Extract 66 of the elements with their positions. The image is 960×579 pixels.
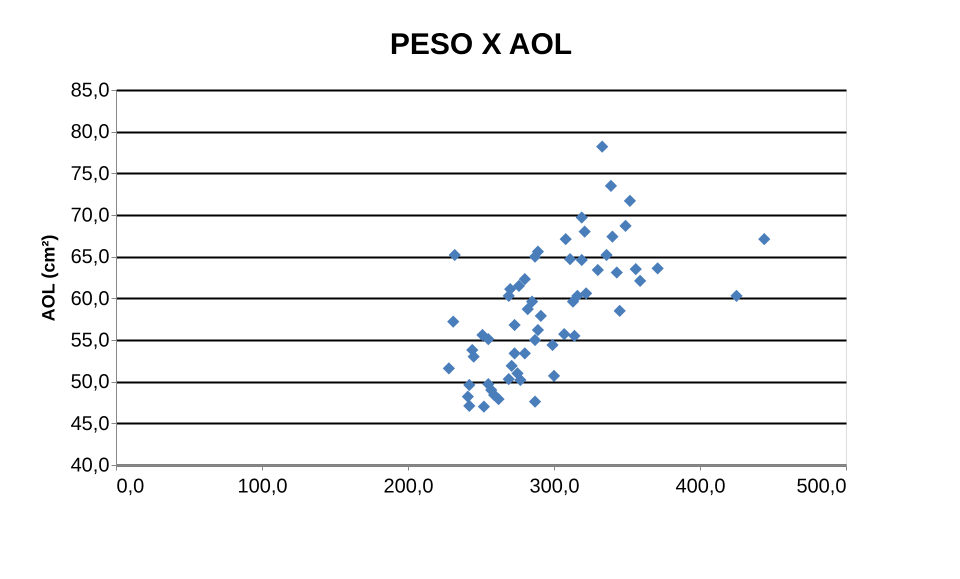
point — [758, 233, 770, 246]
point — [478, 400, 490, 413]
point — [606, 230, 619, 243]
point — [534, 310, 547, 322]
point — [564, 253, 576, 266]
point — [576, 211, 588, 224]
point — [610, 266, 623, 279]
point — [592, 264, 604, 276]
point — [576, 254, 588, 266]
x-tick-label: 500,0 — [796, 476, 846, 498]
point — [447, 316, 460, 328]
y-tick-label: 75,0 — [70, 162, 110, 185]
x-tick-label: 300,0 — [529, 476, 580, 498]
point — [546, 338, 559, 352]
point — [600, 248, 613, 262]
point — [512, 280, 526, 292]
y-tick-label: 65,0 — [70, 246, 110, 268]
y-tick-label: 80,0 — [70, 121, 110, 144]
y-tick-label: 45,0 — [70, 412, 110, 435]
point — [442, 362, 456, 374]
point — [526, 296, 538, 308]
point — [548, 370, 560, 382]
point — [518, 273, 531, 286]
point — [522, 303, 534, 316]
y-tick-label: 60,0 — [70, 288, 110, 310]
point — [528, 334, 542, 346]
point — [558, 328, 570, 340]
point — [463, 378, 476, 392]
y-tick-label: 40,0 — [70, 454, 110, 476]
point — [506, 360, 518, 372]
point — [560, 233, 572, 246]
y-tick-label: 85,0 — [70, 80, 110, 102]
point — [614, 304, 626, 317]
point — [514, 374, 527, 386]
x-tick-label: 100,0 — [237, 476, 288, 498]
point — [528, 396, 542, 408]
chart-title: PESO X AOL — [390, 28, 572, 61]
y-tick-label: 55,0 — [70, 330, 110, 352]
y-tick-label: 50,0 — [70, 371, 110, 394]
point — [578, 226, 591, 238]
point — [652, 262, 664, 274]
y-axis-title: AOL (cm²) — [38, 234, 59, 322]
point — [568, 330, 581, 342]
point — [630, 263, 642, 276]
point — [508, 347, 521, 360]
point — [604, 180, 618, 192]
point — [566, 296, 580, 308]
point — [634, 274, 646, 287]
point — [492, 393, 505, 406]
x-tick-label: 200,0 — [383, 476, 434, 498]
point — [619, 220, 632, 232]
point — [596, 140, 608, 153]
point — [580, 287, 592, 300]
y-tick-label: 70,0 — [70, 204, 110, 226]
point — [532, 324, 544, 336]
x-tick-label: 400,0 — [675, 476, 726, 498]
point — [502, 373, 515, 386]
point — [624, 194, 636, 207]
point — [448, 248, 461, 262]
point — [518, 347, 531, 360]
point — [730, 290, 743, 302]
point — [463, 400, 476, 412]
point — [482, 333, 494, 346]
point — [508, 318, 521, 332]
x-tick-label: 0,0 — [116, 476, 144, 498]
point — [462, 390, 474, 403]
